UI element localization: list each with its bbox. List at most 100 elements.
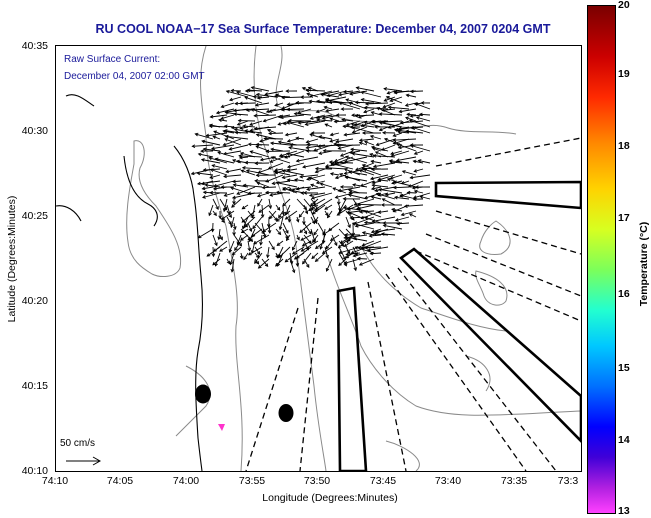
current-vector-head [361,131,366,135]
current-vector [258,204,270,213]
current-vector-head [384,192,389,197]
current-vector [197,172,214,176]
current-vector [259,138,270,142]
current-vector-head [376,106,381,111]
current-vector [216,108,235,114]
current-vector-head [363,105,368,110]
current-vector [234,240,242,251]
current-vector-head [265,190,269,195]
current-vector-head [299,174,304,179]
current-vector-head [295,218,300,223]
current-vector-head [287,218,292,223]
map-title: RU COOL NOAA−17 Sea Surface Temperature:… [95,22,551,36]
current-vector-head [225,169,230,174]
current-vector-head [371,183,376,188]
current-vector [399,108,417,113]
current-vector-head [399,120,404,125]
current-vector [307,144,319,146]
current-vector [213,180,235,187]
current-vector-head [231,251,236,256]
current-vector [289,258,295,273]
current-vector-head [345,255,350,259]
current-vector [285,252,298,263]
current-vector-head [228,97,233,102]
current-vector-head [406,190,411,195]
current-vector [294,179,305,182]
current-vector-head [352,183,356,187]
current-vector-head [330,162,335,166]
current-vector [254,252,260,258]
current-vector [212,258,221,266]
current-vector [303,204,308,214]
current-vector-head [295,100,300,105]
current-vector-head [256,181,261,186]
current-vector [243,252,249,260]
current-vector [338,258,347,266]
current-vector-head [412,159,417,164]
colorbar-tick-label: 20 [618,0,630,11]
current-vector-head [325,267,330,272]
current-vector-head [306,142,310,147]
current-vector [371,228,382,233]
current-vector [352,222,375,230]
x-tick-label: 73:55 [238,475,266,487]
current-vector [219,246,228,252]
current-vector [192,144,214,147]
current-vector [268,162,284,170]
current-vector [378,210,389,213]
current-vector-head [360,123,365,127]
current-vector-head [313,231,317,236]
current-vector-head [337,207,342,212]
current-vector-head [386,90,391,95]
current-vector-head [285,230,289,234]
current-vector-head [236,191,241,195]
current-vector-head [411,126,416,131]
current-vector-head [385,96,390,100]
current-vector-head [406,112,410,117]
current-vector-head [314,258,319,263]
current-vector [231,258,235,272]
current-vector [201,159,221,164]
current-vector-head [249,128,254,132]
y-tick-label: 40:35 [21,40,48,52]
current-vector-head [242,183,247,188]
current-vector-head [274,94,278,99]
current-vector [316,114,333,119]
current-vector-head [339,185,344,189]
current-vector-head [253,113,258,118]
current-vector-head [236,159,240,164]
current-vector-head [361,243,366,247]
current-vector-head [255,133,260,137]
current-vector [373,233,389,236]
current-vector [364,216,382,224]
current-vector-head [208,124,213,129]
current-vector [287,162,305,168]
current-vector-head [230,88,235,93]
current-vector [241,169,256,176]
current-vector [379,122,403,128]
current-vector-head [375,142,380,147]
current-vector [274,171,291,176]
current-vector [338,228,351,242]
current-vector [241,210,256,223]
current-vector [236,186,256,195]
current-vector [397,222,410,225]
current-vector-head [217,236,221,241]
current-vector-head [291,189,295,193]
scale-label: 50 cm/s [60,438,96,449]
current-vector-head [308,193,313,198]
current-vector [345,216,351,228]
current-vector-head [264,263,269,268]
current-vector [354,198,375,206]
current-vector-head [412,197,417,201]
current-vector-head [318,135,323,139]
current-vector [413,160,424,164]
current-vector-head [309,116,314,120]
current-vector-head [388,159,393,163]
current-vector-head [323,105,328,110]
current-vector-head [234,101,239,106]
current-vector [362,240,375,247]
current-vector [285,210,298,220]
current-vector [372,184,389,188]
current-vector-head [413,189,418,194]
